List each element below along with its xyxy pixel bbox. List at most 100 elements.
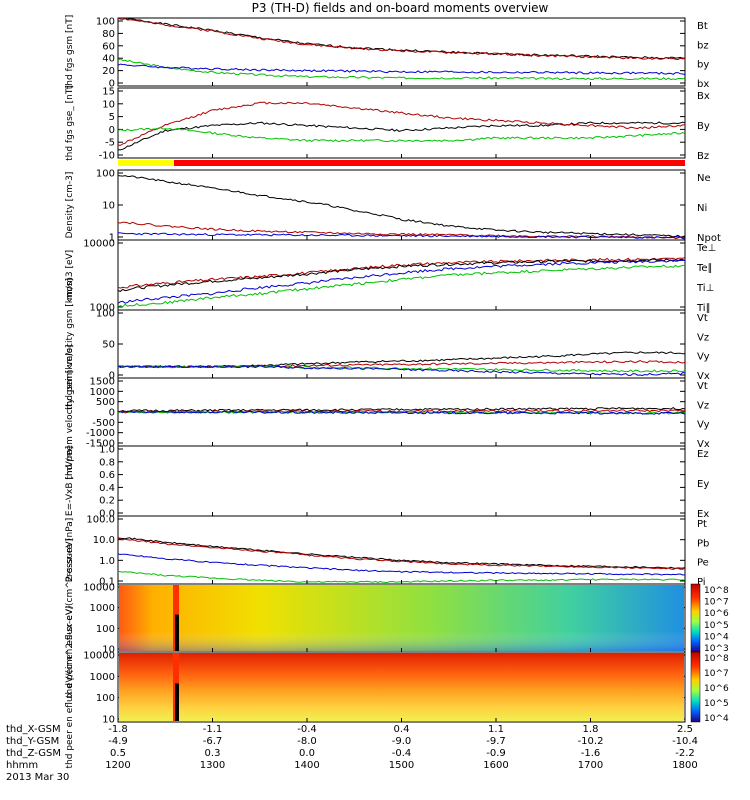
y-tick-label: 100: [96, 17, 115, 28]
x-axis-row-label: hhmm: [6, 760, 38, 771]
x-tick-label-xgsm: -1.8: [108, 724, 128, 735]
series-line-Ti∥: [117, 264, 686, 308]
y-tick-label: 10: [102, 715, 115, 726]
legend-entry: Pb: [697, 538, 709, 549]
legend-entry: Vx: [697, 439, 710, 450]
legend-entry: Ey: [697, 479, 709, 490]
y-tick-label: 5: [109, 112, 115, 123]
series-line-Te∥: [117, 258, 686, 292]
x-tick-label-xgsm: 2.5: [677, 724, 693, 735]
x-tick-label-xgsm: 1.8: [583, 724, 599, 735]
series-line-Vt: [117, 351, 685, 369]
colorbar-tick-label: 10^3: [704, 644, 729, 654]
x-axis-row-label: 2013 Mar 30: [6, 772, 69, 783]
panel-10: 10000 1000 100 10 thd peer en eflux eV/(cm^2…: [65, 605, 729, 768]
spectrogram-area: [119, 653, 684, 721]
x-tick-label-ygsm: -4.9: [108, 736, 128, 747]
y-tick-label: 50: [102, 340, 115, 351]
legend-entry: Npot: [697, 233, 721, 244]
y-tick-label: 60: [102, 41, 115, 52]
series-line-Ti⊥: [117, 259, 686, 304]
y-tick-label: 100: [96, 309, 115, 320]
colorbar-tick-label: 10^4: [704, 632, 729, 642]
legend-entry: Vy: [697, 352, 710, 363]
y-tick-label: 1: [109, 233, 115, 244]
series-line-Pi: [117, 553, 686, 576]
y-tick-label: 0: [109, 408, 115, 419]
y-tick-label: 10000: [83, 583, 115, 594]
y-tick-label: 0.8: [99, 457, 115, 468]
x-tick-label-hhmm: 1200: [105, 760, 130, 771]
y-tick-label: 20: [102, 66, 115, 77]
legend-entry: By: [697, 121, 710, 132]
y-axis-label: Pressure [nPa]: [65, 518, 75, 583]
x-tick-label-zgsm: 0.0: [299, 748, 315, 759]
colorbar-tick-label: 10^6: [704, 609, 729, 619]
y-tick-label: 0: [109, 79, 115, 90]
x-tick-label-ygsm: -9.7: [486, 736, 506, 747]
series-line-Bt: [118, 17, 686, 60]
mode-bar-slow: [118, 160, 174, 166]
y-tick-label: 100: [96, 624, 115, 635]
panel-3: 100 10 1 Density [cm-3] Ne Ni Npot: [65, 169, 721, 245]
y-axis-label: thd peir en eflux eV/(cm^2-s-sr-eV): [65, 538, 75, 698]
panel-9: 10000 1000 100 10 thd peir en eflux eV/(cm^2…: [65, 538, 729, 698]
colorbar-tick-label: 10^8: [704, 586, 729, 596]
panel-8: 100.0 10.0 1.0 0.1 Pressure [nPa] Pt Pb Pe Pi: [65, 515, 709, 589]
y-tick-label: 10000: [83, 239, 115, 250]
series-line-Pb: [117, 538, 686, 571]
y-tick-label: 15: [102, 87, 115, 98]
x-tick-label-ygsm: -9.0: [392, 736, 412, 747]
x-tick-label-xgsm: 1.1: [488, 724, 504, 735]
y-tick-label: 10: [102, 645, 115, 656]
series-line-bz: [117, 17, 686, 61]
x-tick-label-hhmm: 1700: [578, 760, 603, 771]
colorbar-tick-label: 10^6: [704, 684, 729, 694]
y-tick-label: 0.6: [99, 470, 115, 481]
spectrogram-gap-fill: [175, 614, 179, 651]
y-axis-label: thd peem velocity gsm [km/s]: [65, 344, 75, 479]
legend-entry: Vz: [697, 400, 709, 411]
legend-entry: Pi: [697, 577, 706, 588]
series-line-by: [117, 58, 686, 81]
chart-title: P3 (TH-D) fields and on-board moments ov…: [252, 1, 549, 15]
y-axis-label: thd fgs gse_ [nT]: [65, 85, 75, 161]
spectrogram-shade: [119, 585, 684, 651]
y-tick-label: 1000: [90, 672, 115, 683]
series-line-Vx: [117, 410, 686, 415]
legend-entry: Bx: [697, 91, 710, 102]
y-tick-label: 10000: [83, 651, 115, 662]
y-tick-label: 1000: [90, 603, 115, 614]
x-tick-label-zgsm: -0.9: [486, 748, 506, 759]
colorbar-tick-label: 10^8: [704, 654, 729, 664]
x-tick-label-xgsm: 0.4: [394, 724, 410, 735]
x-tick-label-zgsm: -1.6: [581, 748, 601, 759]
x-axis-row-label: thd_X-GSM: [6, 724, 61, 735]
x-tick-label-hhmm: 1600: [483, 760, 508, 771]
y-tick-label: 0.1: [99, 577, 115, 588]
y-tick-label: 0: [109, 125, 115, 136]
y-tick-label: 10.0: [93, 535, 115, 546]
panel-4: 10000 1000 mom3 [eV] Te⊥ Te∥ Ti⊥ Ti∥: [65, 239, 716, 315]
y-axis-label: thd peer en eflux eV/(cm^2-s-sr-eV): [65, 605, 75, 768]
legend-entry: bx: [697, 79, 709, 90]
y-tick-label: 1000: [90, 387, 115, 398]
colorbar: [690, 583, 701, 653]
legend-entry: Ni: [697, 203, 707, 214]
colorbar-tick-label: 10^7: [704, 598, 729, 608]
legend-entry: Te⊥: [696, 243, 716, 254]
x-tick-label-hhmm: 1400: [294, 760, 319, 771]
y-tick-label: -5: [105, 138, 115, 149]
x-tick-label-zgsm: -0.4: [392, 748, 412, 759]
x-axis-row-label: thd_Y-GSM: [6, 736, 59, 747]
x-tick-label-ygsm: -8.0: [297, 736, 317, 747]
legend-entry: Ti∥: [696, 303, 711, 314]
y-tick-label: -10: [99, 151, 115, 162]
y-tick-label: 0: [109, 371, 115, 382]
legend-entry: bz: [697, 40, 709, 51]
